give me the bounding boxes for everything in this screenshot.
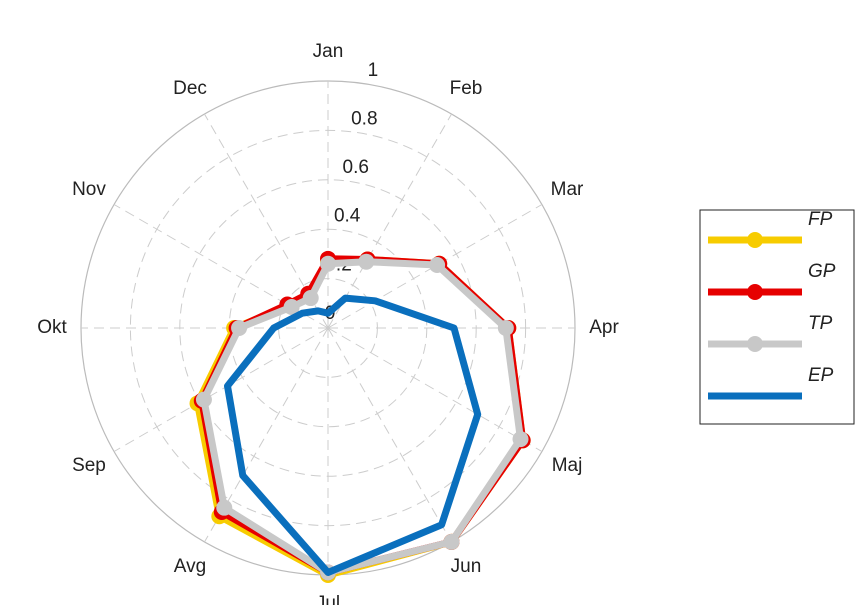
series-marker [320, 255, 336, 272]
series-marker [358, 253, 375, 270]
series-marker [231, 320, 248, 336]
angle-label: Maj [552, 455, 583, 476]
r-tick-label: 0.6 [343, 157, 369, 178]
legend-marker [747, 284, 763, 300]
series-marker [195, 391, 212, 408]
series-marker [216, 499, 233, 516]
grid-spoke [327, 204, 543, 329]
series-marker [497, 320, 514, 336]
series-marker [283, 299, 300, 316]
legend-label: FP [808, 209, 833, 230]
legend-label: GP [808, 261, 836, 282]
angle-label: Jun [451, 556, 482, 577]
grid-spoke [327, 327, 543, 452]
legend-marker [747, 336, 763, 352]
series-marker [302, 290, 319, 307]
angle-label: Jan [313, 41, 344, 62]
r-tick-label: 0.4 [334, 206, 361, 227]
grid-spoke [327, 113, 452, 329]
angle-label: Feb [450, 78, 483, 99]
angle-label: Okt [37, 317, 67, 338]
grid-spoke [327, 327, 452, 543]
series-marker [512, 431, 529, 448]
legend-box [699, 209, 855, 425]
grid-spoke [113, 327, 329, 452]
series-line [224, 294, 482, 576]
angle-label: Nov [72, 179, 106, 200]
series-marker [429, 257, 446, 274]
grid-spoke [204, 327, 329, 543]
r-tick-label: 0.8 [351, 108, 377, 129]
legend-label: EP [808, 365, 834, 386]
angle-label: Avg [174, 556, 206, 577]
angle-label: Dec [173, 78, 207, 99]
legend-label: TP [808, 313, 833, 334]
angle-label: Apr [589, 317, 619, 338]
angle-label: Mar [551, 179, 584, 200]
r-tick-label: 1 [368, 60, 379, 81]
series-marker [443, 533, 460, 550]
angle-label: Jul [316, 593, 340, 605]
legend-marker [747, 232, 763, 248]
angle-label: Sep [72, 455, 106, 476]
